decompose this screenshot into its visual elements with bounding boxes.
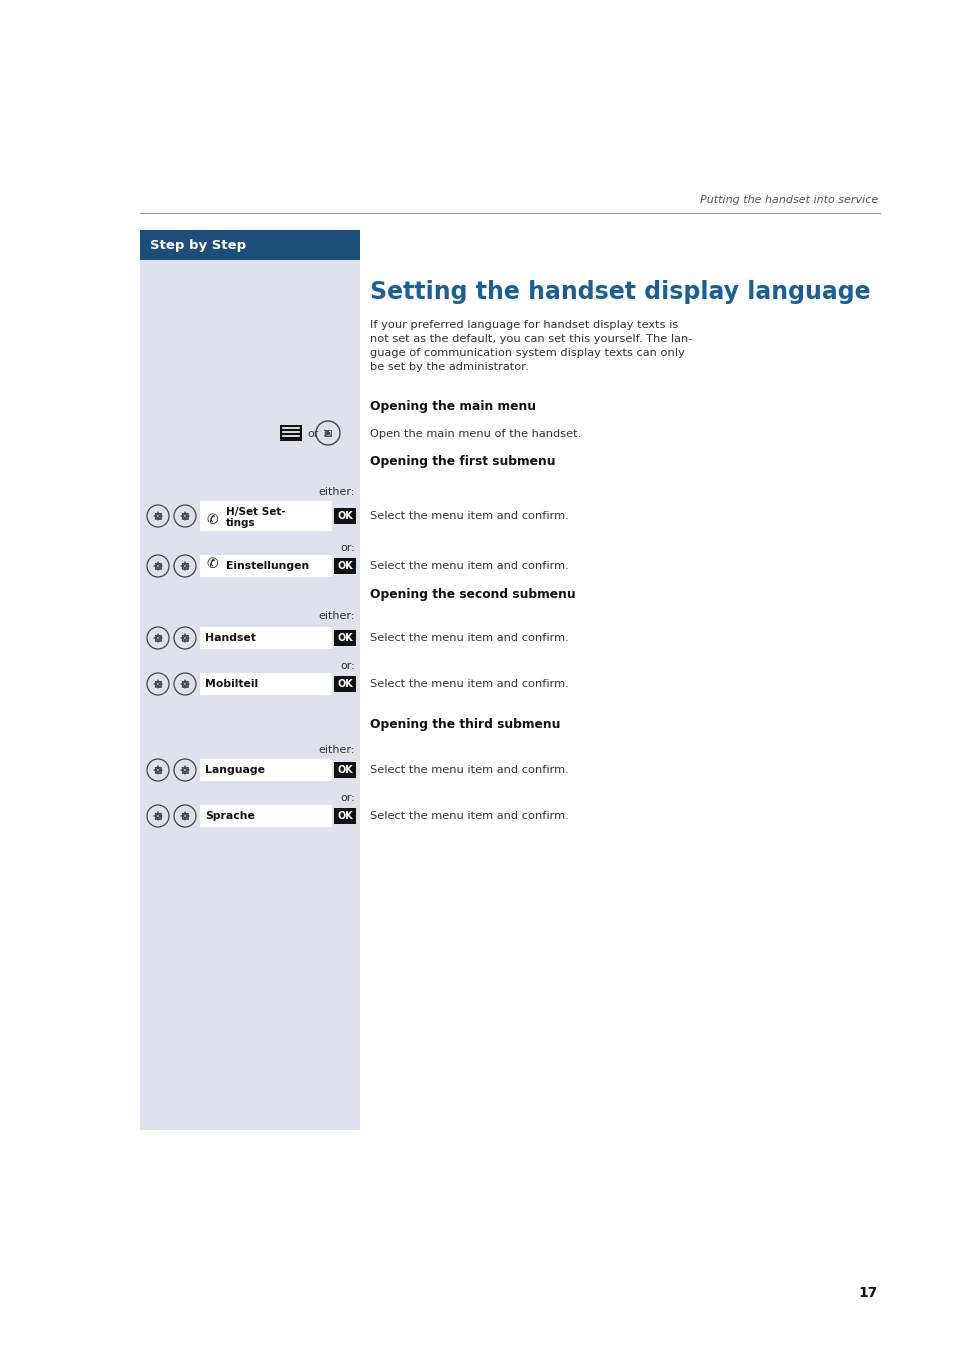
Text: OK: OK bbox=[336, 765, 353, 775]
Text: Language: Language bbox=[205, 765, 265, 775]
Bar bbox=[154, 563, 161, 568]
Text: not set as the default, you can set this yourself. The lan-: not set as the default, you can set this… bbox=[370, 333, 692, 344]
Text: OK: OK bbox=[336, 512, 353, 521]
Text: H/Set Set-: H/Set Set- bbox=[226, 508, 285, 517]
Bar bbox=[154, 680, 161, 687]
Bar bbox=[200, 805, 332, 828]
Bar bbox=[334, 558, 355, 574]
Bar bbox=[280, 425, 302, 441]
Text: guage of communication system display texts can only: guage of communication system display te… bbox=[370, 348, 684, 358]
Text: Select the menu item and confirm.: Select the menu item and confirm. bbox=[370, 765, 568, 775]
Bar bbox=[182, 513, 188, 518]
Bar bbox=[182, 563, 188, 568]
Text: Einstellungen: Einstellungen bbox=[226, 562, 309, 571]
Bar bbox=[325, 431, 331, 436]
Bar bbox=[200, 501, 332, 531]
Bar bbox=[182, 813, 188, 819]
Text: Select the menu item and confirm.: Select the menu item and confirm. bbox=[370, 562, 568, 571]
Bar bbox=[154, 813, 161, 819]
Text: Opening the first submenu: Opening the first submenu bbox=[370, 455, 555, 468]
Text: or:: or: bbox=[340, 543, 355, 554]
Text: Sprache: Sprache bbox=[205, 811, 254, 821]
Bar bbox=[334, 508, 355, 524]
Text: Open the main menu of the handset.: Open the main menu of the handset. bbox=[370, 429, 580, 439]
Text: Step by Step: Step by Step bbox=[150, 239, 246, 251]
Text: 17: 17 bbox=[858, 1287, 877, 1300]
Bar bbox=[154, 767, 161, 774]
Text: Opening the second submenu: Opening the second submenu bbox=[370, 589, 575, 601]
Bar bbox=[200, 626, 332, 649]
Bar bbox=[334, 676, 355, 693]
Bar bbox=[182, 767, 188, 774]
Text: Opening the main menu: Opening the main menu bbox=[370, 400, 536, 413]
Bar bbox=[140, 230, 359, 1130]
Text: be set by the administrator.: be set by the administrator. bbox=[370, 362, 528, 373]
Text: Select the menu item and confirm.: Select the menu item and confirm. bbox=[370, 512, 568, 521]
Text: Putting the handset into service: Putting the handset into service bbox=[699, 194, 877, 205]
Text: either:: either: bbox=[318, 487, 355, 497]
Text: or:: or: bbox=[340, 792, 355, 803]
Text: ✆: ✆ bbox=[206, 558, 217, 571]
Text: or: or bbox=[307, 429, 318, 439]
Text: Setting the handset display language: Setting the handset display language bbox=[370, 279, 870, 304]
Text: or:: or: bbox=[340, 662, 355, 671]
Text: Handset: Handset bbox=[205, 633, 255, 643]
Text: Mobilteil: Mobilteil bbox=[205, 679, 258, 688]
Text: Select the menu item and confirm.: Select the menu item and confirm. bbox=[370, 633, 568, 643]
Text: OK: OK bbox=[336, 679, 353, 688]
Text: Opening the third submenu: Opening the third submenu bbox=[370, 718, 559, 730]
Text: either:: either: bbox=[318, 612, 355, 621]
Bar bbox=[154, 513, 161, 518]
Text: either:: either: bbox=[318, 745, 355, 755]
Bar bbox=[154, 634, 161, 641]
Text: If your preferred language for handset display texts is: If your preferred language for handset d… bbox=[370, 320, 678, 329]
Text: ✆: ✆ bbox=[206, 513, 217, 526]
Bar bbox=[182, 634, 188, 641]
Bar bbox=[200, 759, 332, 782]
Text: Select the menu item and confirm.: Select the menu item and confirm. bbox=[370, 811, 568, 821]
Bar bbox=[334, 761, 355, 778]
Bar bbox=[182, 680, 188, 687]
Bar bbox=[334, 630, 355, 647]
Text: OK: OK bbox=[336, 633, 353, 643]
Text: OK: OK bbox=[336, 562, 353, 571]
Text: Select the menu item and confirm.: Select the menu item and confirm. bbox=[370, 679, 568, 688]
Bar bbox=[140, 230, 359, 261]
Text: OK: OK bbox=[336, 811, 353, 821]
Bar bbox=[200, 555, 332, 576]
Text: tings: tings bbox=[226, 518, 255, 528]
Bar bbox=[334, 809, 355, 824]
Bar bbox=[200, 674, 332, 695]
